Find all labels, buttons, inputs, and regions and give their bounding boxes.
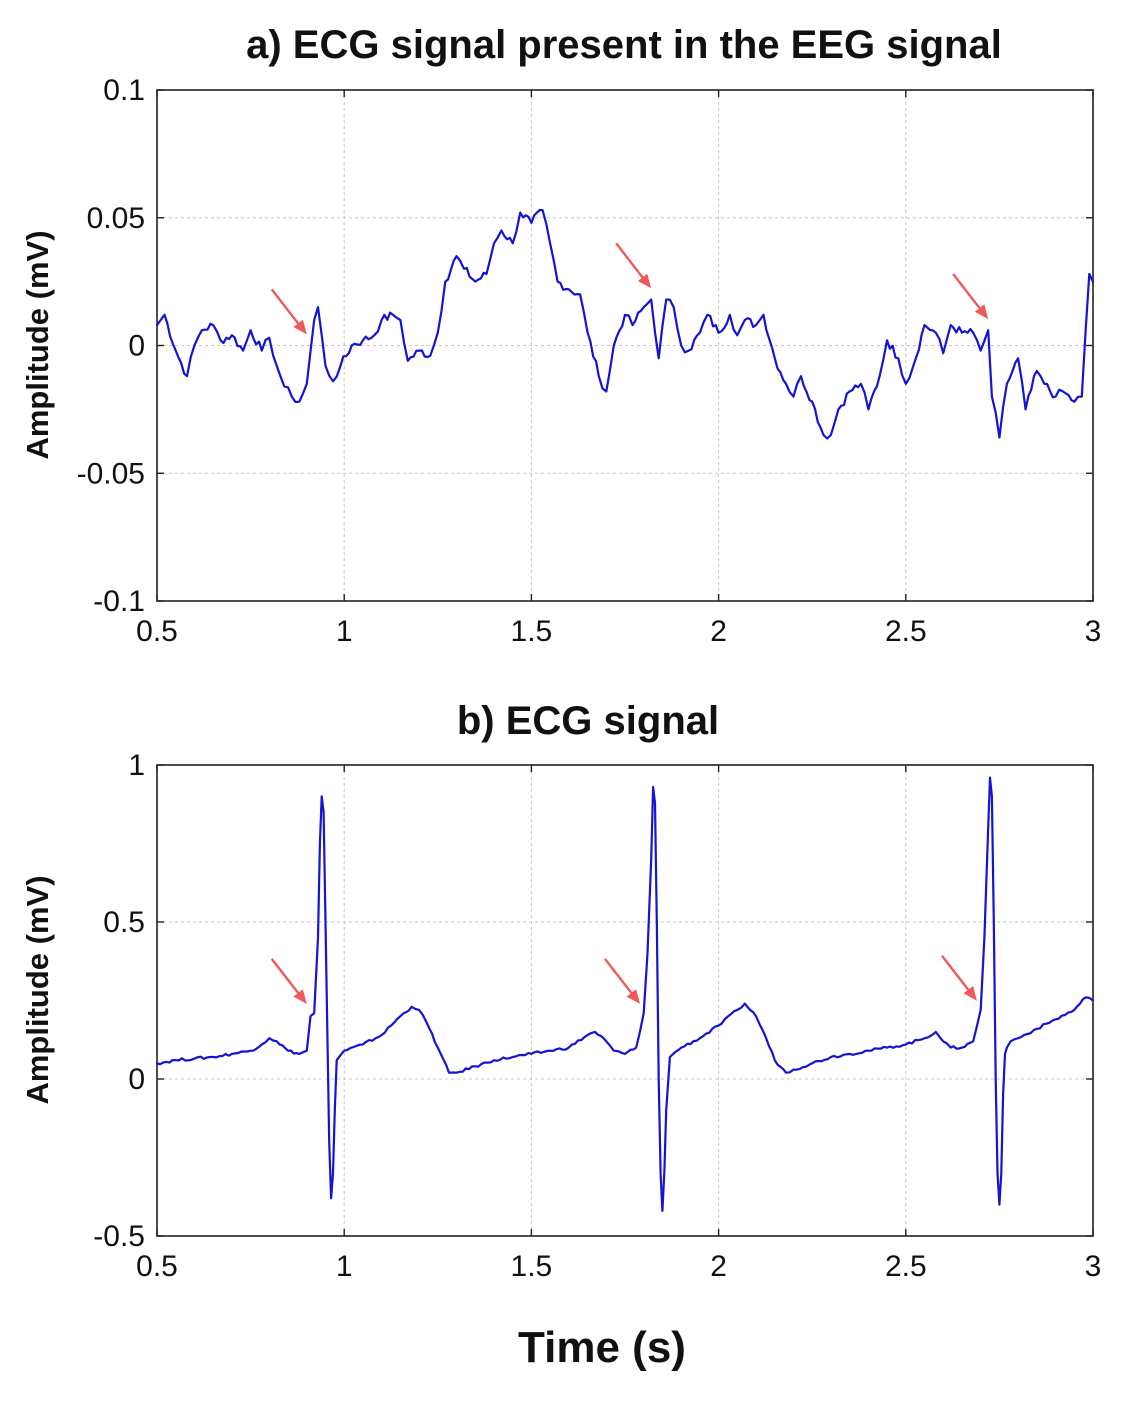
panel-b-x-tick-label: 3 — [1085, 1250, 1102, 1283]
panel-a-y-tick-label: 0.1 — [103, 74, 145, 107]
panel-a-y-axis-label: Amplitude (mV) — [20, 230, 55, 459]
panel-a-x-tick-label: 3 — [1085, 615, 1102, 648]
panel-a-arrow-head — [974, 304, 989, 320]
panel-a-arrow-marker — [270, 288, 307, 335]
panel-b-y-axis-label: Amplitude (mV) — [20, 875, 55, 1104]
panel-a-arrows — [270, 242, 989, 335]
panel-a-x-tick-label: 1.5 — [511, 615, 553, 648]
panel-b-arrow-shaft — [270, 958, 304, 1000]
figure-x-axis-label: Time (s) — [518, 1323, 686, 1372]
panel-b-plot-frame — [156, 764, 1094, 1237]
panel-b-y-tick-label: -0.5 — [93, 1220, 145, 1253]
panel-b-arrow-marker — [270, 958, 307, 1004]
panel-b-arrow-marker — [604, 958, 640, 1004]
panel-b-y-tick-label: 0.5 — [103, 906, 145, 939]
panel-b-arrow-shaft — [604, 958, 637, 1000]
panel-a-y-tick-label: 0.05 — [87, 202, 145, 235]
panel-a-arrow-shaft — [615, 242, 649, 285]
panel-a-arrow-shaft — [270, 288, 304, 331]
panel-a-title: a) ECG signal present in the EEG signal — [246, 23, 1002, 67]
panel-b-grid — [157, 765, 1093, 1236]
panel-a-y-tick-label: -0.05 — [77, 457, 145, 490]
panel-a-arrow-marker — [615, 242, 652, 289]
panel-a-arrow-head — [637, 273, 652, 289]
panel-b-arrow-marker — [940, 955, 977, 1001]
panel-b-arrow-head — [963, 986, 977, 1001]
panel-b-ticks: 0.5 1 1.5 2 2.5 3 -0.5 0 0.5 1 — [93, 749, 1101, 1283]
panel-b-x-tick-label: 0.5 — [136, 1250, 178, 1283]
panel-a-plot-frame — [156, 89, 1094, 602]
panel-b-title: b) ECG signal — [457, 699, 719, 743]
panel-a-ticks: 0.5 1 1.5 2 2.5 3 -0.1 -0.05 0 0.05 0.1 — [77, 74, 1102, 648]
panel-b-y-tick-label: 1 — [128, 749, 145, 782]
panel-b-arrow-head — [626, 989, 640, 1004]
panel-a-arrow-head — [293, 319, 307, 335]
panel-b-x-tick-label: 1 — [336, 1250, 353, 1283]
panel-b-x-tick-label: 2.5 — [885, 1250, 927, 1283]
panel-a-y-tick-label: -0.1 — [93, 585, 145, 618]
panel-b: b) ECG signal Amplitude (mV) 0.5 1 1.5 2 2.5… — [20, 699, 1101, 1283]
panel-b-x-tick-label: 2 — [710, 1250, 727, 1283]
panel-a-arrow-shaft — [952, 273, 986, 315]
panel-b-arrows — [270, 955, 977, 1004]
panel-a-eeg-trace — [155, 208, 1095, 440]
panel-b-arrow-shaft — [940, 955, 974, 997]
panel-b-ecg-trace — [155, 776, 1095, 1212]
panel-a-arrow-marker — [952, 273, 989, 320]
panel-a-x-tick-label: 2 — [710, 615, 727, 648]
panel-a-x-tick-label: 2.5 — [885, 615, 927, 648]
panel-b-y-tick-label: 0 — [128, 1063, 145, 1096]
panel-a: a) ECG signal present in the EEG signal … — [20, 23, 1101, 648]
panel-a-x-tick-label: 0.5 — [136, 615, 178, 648]
panel-a-y-tick-label: 0 — [128, 330, 145, 363]
panel-a-grid — [157, 90, 1093, 601]
panel-b-arrow-head — [293, 989, 307, 1004]
panel-b-x-tick-label: 1.5 — [511, 1250, 553, 1283]
panel-a-x-tick-label: 1 — [336, 615, 353, 648]
